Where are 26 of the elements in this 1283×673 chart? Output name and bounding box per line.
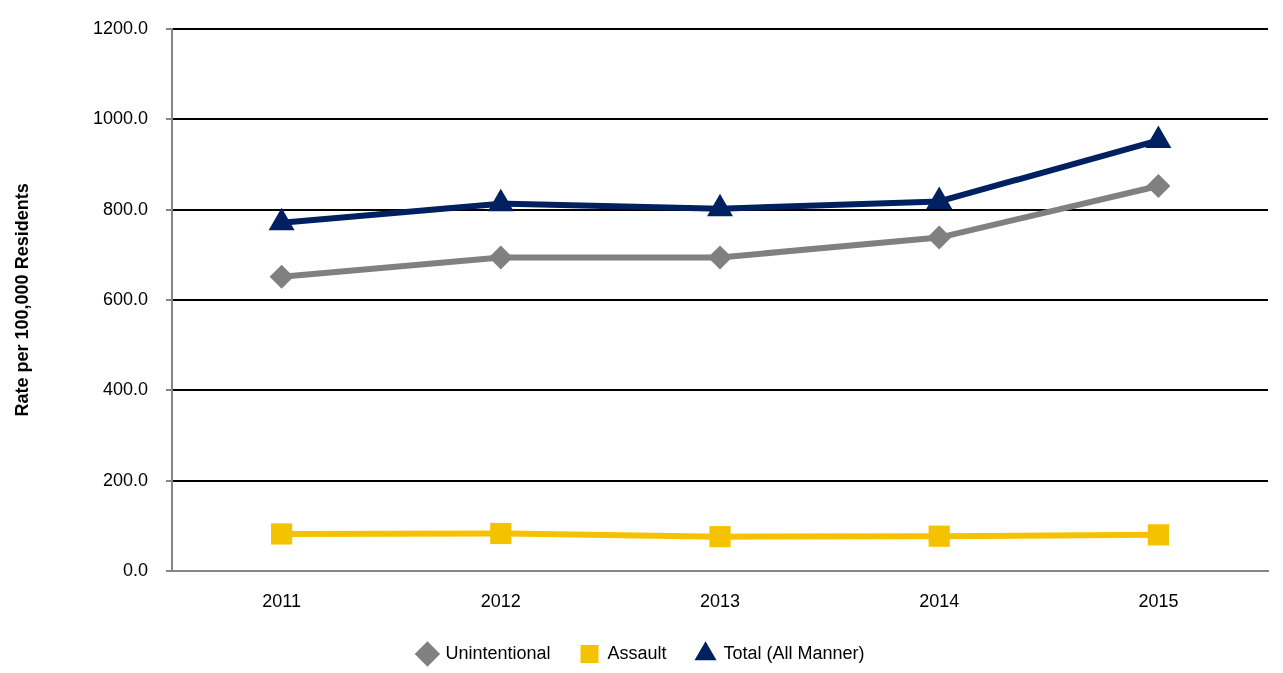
y-tick-label: 800.0	[102, 198, 148, 219]
x-tick-label: 2012	[480, 590, 521, 611]
point	[487, 188, 514, 212]
x-tick-label: 2013	[699, 590, 741, 611]
y-tick-label: 200.0	[102, 469, 148, 490]
x-tick-label: 2015	[1138, 590, 1179, 611]
point	[490, 522, 512, 545]
legend-label: Unintentional	[445, 642, 551, 663]
y-tick-label: 0.0	[122, 559, 148, 580]
point	[926, 186, 953, 209]
point	[268, 207, 295, 231]
point	[1145, 125, 1172, 148]
point	[709, 526, 731, 548]
x-tick-label: 2014	[919, 590, 960, 611]
x-tick-label: 2011	[262, 590, 301, 611]
y-tick-label: 1200.0	[92, 17, 148, 38]
legend-label: Total (All Manner)	[723, 642, 865, 663]
point	[1147, 524, 1170, 546]
point	[707, 193, 733, 217]
y-axis-title: Rate per 100,000 Residents	[11, 183, 32, 417]
point	[270, 523, 293, 545]
y-tick-label: 1000.0	[92, 108, 148, 129]
y-tick-label: 600.0	[102, 288, 148, 309]
point	[928, 525, 950, 547]
y-tick-label: 400.0	[102, 379, 148, 400]
legend-label: Assault	[607, 642, 667, 663]
